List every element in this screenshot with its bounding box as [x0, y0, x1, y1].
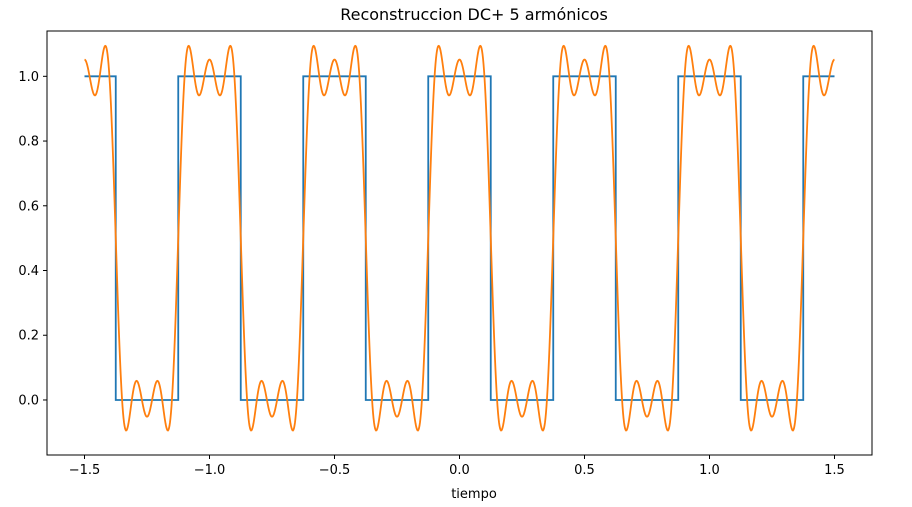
y-axis-ticks: 0.0 0.2 0.4 0.6 0.8 1.0 [18, 70, 47, 408]
series-fourier-reconstruction [84, 44, 835, 432]
plot-frame [46, 30, 873, 456]
x-tick-label: −1.0 [194, 463, 226, 478]
x-tick-label: 1.0 [699, 463, 720, 478]
x-tick-label: 0.5 [574, 463, 595, 478]
y-tick-label: 0.8 [18, 135, 39, 150]
x-axis-ticks: −1.5 −1.0 −0.5 0.0 0.5 1.0 1.5 [69, 455, 845, 478]
x-tick-label: −0.5 [319, 463, 351, 478]
chart-title: Reconstruccion DC+ 5 armónicos [340, 5, 608, 24]
x-tick-label: 0.0 [449, 463, 470, 478]
y-tick-label: 0.6 [18, 199, 39, 214]
x-tick-label: 1.5 [824, 463, 845, 478]
x-tick-label: −1.5 [69, 463, 101, 478]
y-tick-label: 0.4 [18, 264, 39, 279]
x-axis-title: tiempo [451, 487, 497, 502]
plot-lines [84, 44, 835, 432]
series-square-wave [84, 75, 835, 401]
y-tick-label: 1.0 [18, 70, 39, 85]
y-tick-label: 0.0 [18, 393, 39, 408]
y-tick-label: 0.2 [18, 329, 39, 344]
